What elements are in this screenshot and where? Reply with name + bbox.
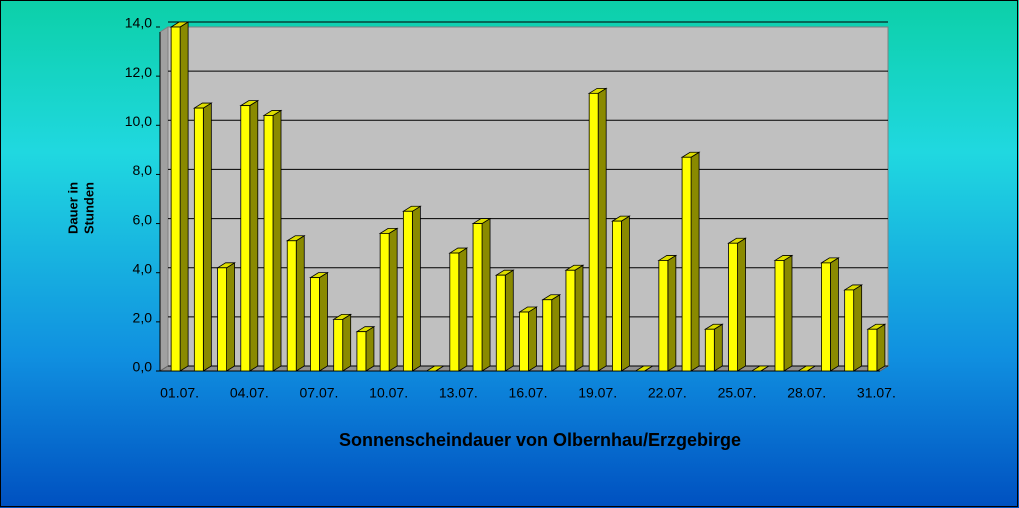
x-tick-label: 07.07. [299,385,338,401]
bar-side [737,237,746,372]
x-tick-label: 16.07. [509,385,548,401]
side-wall [159,26,169,372]
x-tick-label: 04.07. [230,385,269,401]
bar-side [319,271,328,372]
bar-side [876,323,886,372]
x-tick-label: 28.07. [787,385,826,401]
y-axis-label: Stunden [81,182,96,234]
bar-side [667,254,677,372]
bar-side [528,306,537,372]
x-tick-label: 31.07. [857,385,896,401]
bar [286,240,297,372]
bar-side [272,109,282,372]
bar [495,274,506,372]
y-tick-label: 12,0 [125,64,152,80]
bar [588,92,599,372]
y-tick-label: 2,0 [133,310,153,326]
bar [612,220,622,372]
bar-side [830,257,839,372]
bar-side [342,313,352,372]
bar-top [425,365,445,372]
bar-side [621,215,630,372]
x-tick-label: 13.07. [439,385,478,401]
x-tick-label: 19.07. [578,385,617,401]
bar [844,289,855,372]
x-tick-label: 10.07. [369,385,408,401]
bar [821,262,831,372]
bar-side [481,217,491,372]
bar-top [796,365,817,372]
y-axis-label: Dauer in [65,182,80,234]
y-tick-label: 10,0 [125,113,152,129]
bar [519,311,529,372]
bar [263,115,274,372]
bar [170,26,181,372]
bar-side [226,262,235,372]
bar [728,242,738,372]
bar [542,299,553,372]
x-tick-label: 25.07. [718,385,757,401]
bar [217,267,227,372]
bar-side [783,254,793,372]
bar [356,331,367,372]
bar [193,107,204,372]
x-tick-label: 01.07. [160,385,199,401]
bar-side [574,264,584,372]
bar-side [411,205,421,372]
bar [658,260,669,372]
bar [310,277,320,372]
bar [240,105,251,372]
bar [379,232,390,372]
bar-side [504,269,514,372]
bar [402,210,413,372]
y-tick-label: 4,0 [133,260,153,276]
y-tick-label: 0,0 [133,359,153,375]
bar-side [179,21,189,372]
y-tick-label: 6,0 [133,211,153,227]
bar-top [634,365,655,372]
bar-top [750,365,771,372]
bar [774,260,785,372]
bar [333,318,344,372]
bar-side [458,247,468,372]
bar-side [690,151,700,372]
bar [681,156,692,372]
bar-side [713,323,723,372]
bar-side [853,284,863,372]
y-tick-label: 8,0 [133,162,153,178]
plot-area: 0,0 2,0 4,0 6,0 8,0 10,0 12,0 14,0 01.07. 04.07. 0… [125,15,896,401]
bar [867,328,878,372]
bar-side [388,227,398,372]
bar [449,252,460,372]
bar-side [551,294,561,372]
bar [704,328,715,372]
bar-side [597,87,607,372]
bar-side [202,102,212,372]
chart-title: Sonnenscheindauer von Olbernhau/Erzgebir… [339,430,741,450]
bar-side [249,99,259,372]
y-tick-label: 14,0 [125,15,152,31]
bar-side [295,235,305,372]
bar [472,223,483,372]
x-tick-label: 22.07. [648,385,687,401]
bar-side [365,325,375,372]
bar [565,269,576,372]
